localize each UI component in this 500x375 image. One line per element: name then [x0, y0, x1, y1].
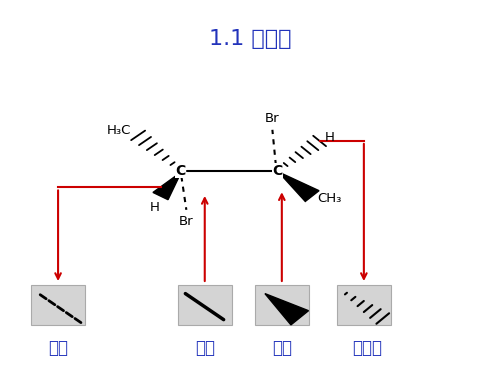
Text: Br: Br [265, 112, 280, 125]
Bar [255, 285, 308, 325]
Text: 虚键: 虚键 [48, 339, 68, 357]
Text: H: H [150, 201, 160, 214]
Bar [337, 285, 390, 325]
Polygon shape [278, 172, 319, 201]
Text: H₃C: H₃C [106, 124, 130, 137]
Text: Br: Br [179, 214, 194, 228]
Text: C: C [176, 164, 186, 178]
Text: 虚楔键: 虚楔键 [352, 339, 382, 357]
Polygon shape [265, 294, 308, 325]
Text: 实键: 实键 [195, 339, 215, 357]
Polygon shape [153, 172, 182, 200]
Text: 1.1 键工具: 1.1 键工具 [209, 28, 291, 49]
Bar [31, 285, 85, 325]
Text: H: H [324, 131, 334, 144]
Bar [178, 285, 232, 325]
Text: C: C [272, 164, 282, 178]
Text: 楔键: 楔键 [272, 339, 292, 357]
Text: CH₃: CH₃ [317, 192, 342, 205]
